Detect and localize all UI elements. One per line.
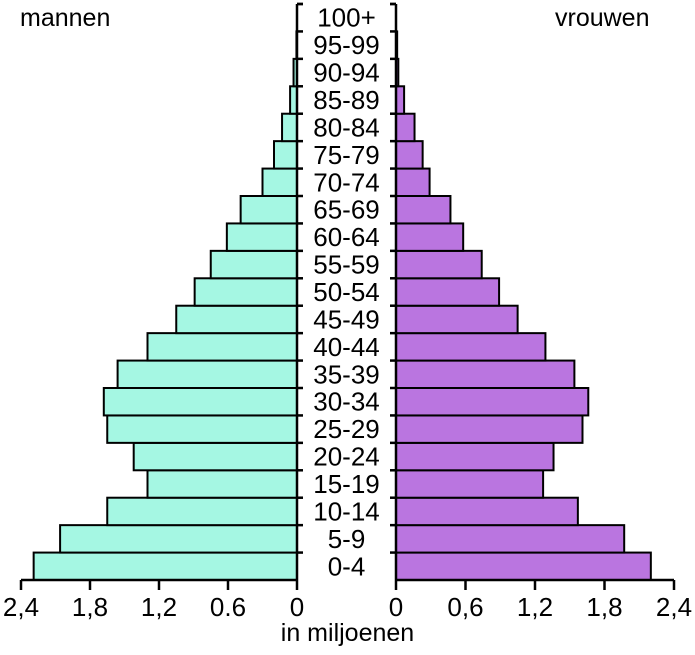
x-tick-label-right: 1,2 [517,592,553,622]
age-group-label: 80-84 [313,112,380,142]
bar-women-80-84 [395,112,416,143]
bar-men-80-84 [281,112,298,143]
bar-women-40-44 [395,332,547,362]
x-tick-label-right: 1,8 [586,592,622,622]
age-group-label: 0-4 [328,551,366,581]
x-tick-label-right: 2,4 [656,592,692,622]
bar-women-35-39 [395,359,576,390]
bar-men-40-44 [146,332,298,362]
x-axis-title: in miljoenen [280,619,415,647]
bar-women-0-4 [395,551,652,581]
age-group-label: 10-14 [313,496,380,526]
x-tick-label-left: 0 [290,592,304,622]
women-label: vrouwen [555,4,650,32]
age-group-label: 55-59 [313,250,380,280]
age-group-label: 50-54 [313,277,380,307]
bar-men-15-19 [146,469,298,499]
age-group-label: 70-74 [313,167,380,197]
bar-women-10-14 [395,496,579,527]
bar-women-30-34 [395,387,590,417]
age-group-label: 40-44 [313,332,380,362]
bar-women-25-29 [395,414,584,444]
age-group-label: 85-89 [313,85,380,115]
bar-men-55-59 [209,249,298,280]
age-group-label: 35-39 [313,359,380,389]
bar-women-45-49 [395,304,519,335]
bar-men-5-9 [59,524,298,554]
bar-women-55-59 [395,249,483,280]
bar-women-65-69 [395,195,452,225]
age-group-label: 95-99 [313,30,380,60]
age-group-label: 65-69 [313,195,380,225]
bar-men-35-39 [116,359,298,390]
bar-men-50-54 [193,277,298,307]
bar-men-65-69 [239,195,298,225]
bar-women-70-74 [395,167,431,197]
bar-women-5-9 [395,524,626,554]
bar-women-75-79 [395,140,424,170]
age-group-label: 20-24 [313,442,380,472]
bar-men-30-34 [102,387,298,417]
age-group-label: 15-19 [313,469,380,499]
bar-women-15-19 [395,469,545,499]
bar-men-75-79 [273,140,298,170]
men-label: mannen [20,4,111,32]
x-tick-label-left: 1,8 [72,592,108,622]
bar-women-50-54 [395,277,501,307]
bar-men-20-24 [132,441,298,472]
bar-men-45-49 [175,304,298,335]
age-group-label: 45-49 [313,304,380,334]
age-group-label: 30-34 [313,387,380,417]
age-group-label: 60-64 [313,222,380,252]
x-tick-label-right: 0 [389,592,403,622]
age-group-label: 75-79 [313,140,380,170]
x-tick-label-right: 0,6 [447,592,483,622]
age-group-label: 5-9 [328,524,366,554]
bar-women-60-64 [395,222,465,252]
bar-men-25-29 [106,414,298,444]
age-group-label: 25-29 [313,414,380,444]
x-tick-label-left: 0.6 [210,592,246,622]
bar-men-70-74 [261,167,298,197]
bar-men-60-64 [225,222,299,252]
bar-women-20-24 [395,441,555,472]
age-group-label: 90-94 [313,58,380,88]
age-group-label: 100+ [317,3,376,33]
x-tick-label-left: 1,2 [141,592,177,622]
bar-men-0-4 [32,551,299,581]
bar-men-10-14 [106,496,298,527]
x-tick-label-left: 2,4 [3,592,39,622]
